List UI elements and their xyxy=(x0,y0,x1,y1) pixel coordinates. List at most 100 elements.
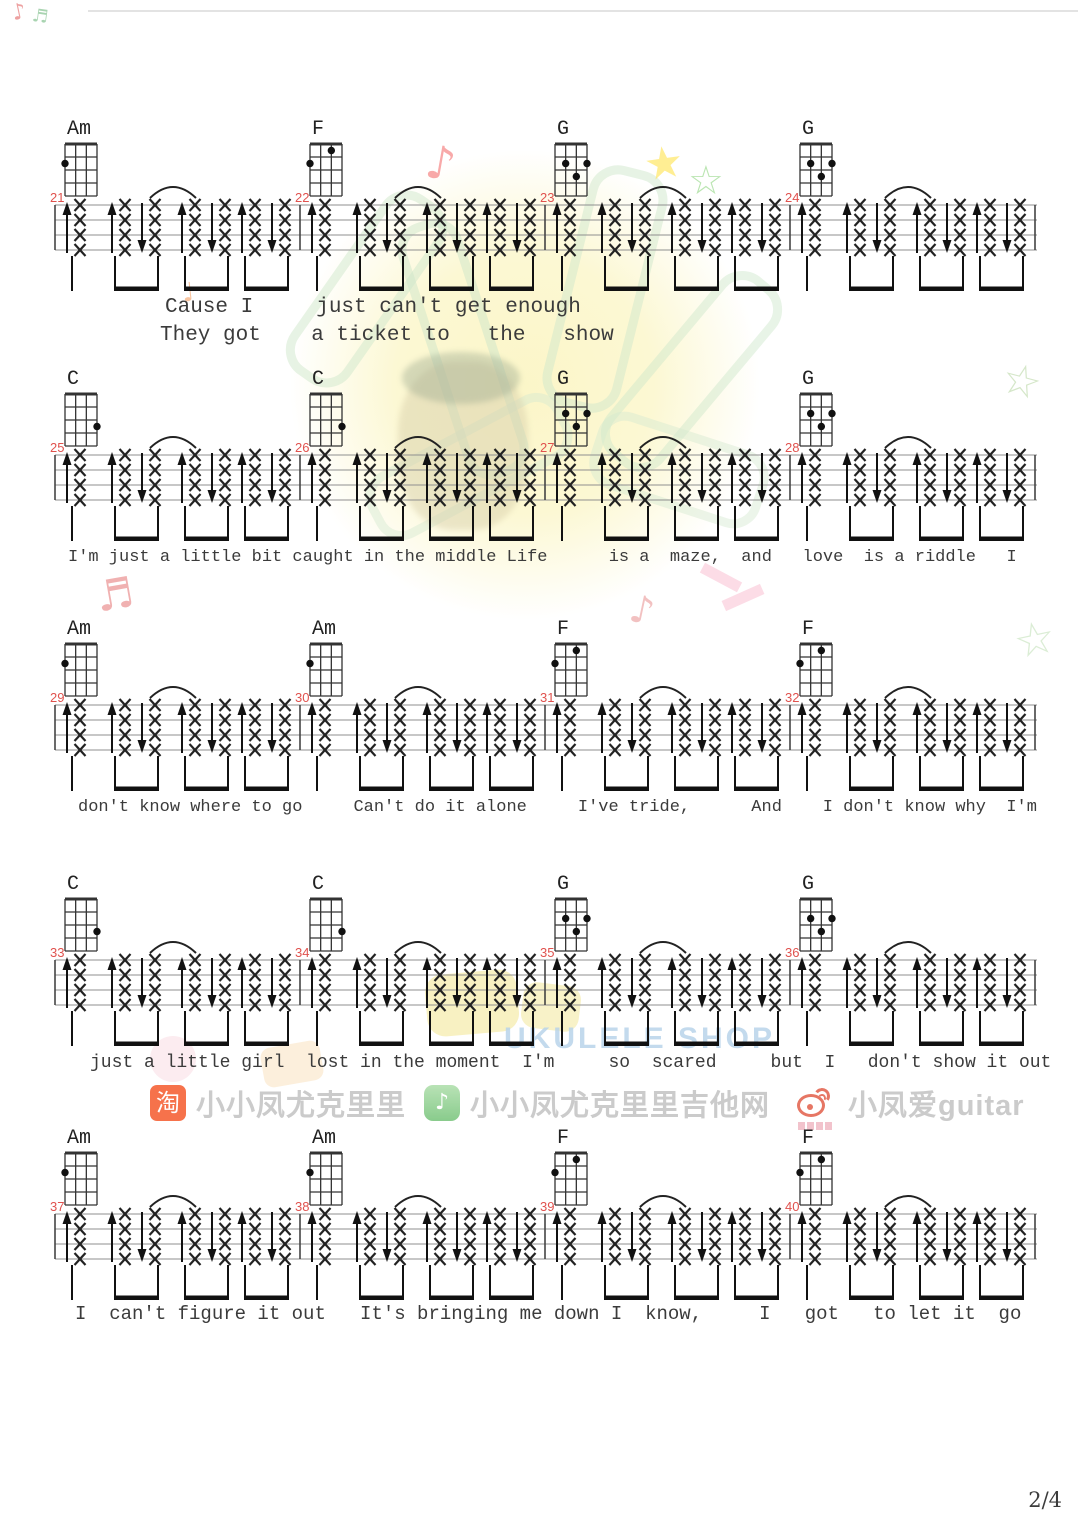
beam xyxy=(244,1041,289,1046)
measure-number: 29 xyxy=(50,690,64,705)
beam xyxy=(359,1041,404,1046)
tie-arc xyxy=(884,941,932,954)
beam xyxy=(359,1295,404,1300)
tie-arc xyxy=(394,436,442,449)
brand-label: 小小凤尤克里里吉他网 xyxy=(470,1090,771,1122)
tie-arc xyxy=(394,186,442,199)
beam xyxy=(979,786,1024,791)
beam xyxy=(734,1041,779,1046)
beam xyxy=(734,286,779,291)
lyrics-line: I'm just a little bit caught in the midd… xyxy=(68,548,1017,567)
tie-arc xyxy=(149,1195,197,1208)
beam xyxy=(489,1295,534,1300)
beam xyxy=(604,536,649,541)
watermark-pink-shape xyxy=(699,562,743,593)
lyrics-line: They got a ticket to the show xyxy=(160,324,614,347)
tie-arc xyxy=(394,686,442,699)
beam xyxy=(674,786,719,791)
beam xyxy=(674,1295,719,1300)
beam xyxy=(734,1295,779,1300)
beam xyxy=(674,1041,719,1046)
beam xyxy=(184,1041,229,1046)
beam xyxy=(244,286,289,291)
chord-label: Am xyxy=(312,1127,336,1150)
beam xyxy=(184,786,229,791)
beam xyxy=(919,786,964,791)
chord-label: G xyxy=(557,118,569,141)
tie-arc xyxy=(394,941,442,954)
chord-label: Am xyxy=(312,618,336,641)
beam xyxy=(114,786,159,791)
measure-number: 40 xyxy=(785,1199,799,1214)
tab-system: 21 Am 22 F 23 G 24 G xyxy=(50,118,1037,291)
beam xyxy=(184,536,229,541)
watermark-note-icon: ♬ xyxy=(92,567,138,622)
chord-label: G xyxy=(802,368,814,391)
tie-arc xyxy=(639,1195,687,1208)
footer-brand-row: 淘 小小凤尤克里里 ♪ 小小凤尤克里里吉他网 小凤爱guitar xyxy=(0,1082,1080,1130)
lyrics-line: I can't figure it out It's bringing me d… xyxy=(75,1303,1022,1325)
weibo-icon xyxy=(796,1085,838,1130)
beam xyxy=(244,1295,289,1300)
measure-number: 33 xyxy=(50,945,64,960)
tie-arc xyxy=(884,186,932,199)
tab-system: 33 C 34 C 35 G 36 G xyxy=(50,873,1037,1046)
beam xyxy=(919,1041,964,1046)
wechat-icon: ♪ xyxy=(424,1085,460,1121)
beam xyxy=(919,286,964,291)
beam xyxy=(604,786,649,791)
beam xyxy=(849,1041,894,1046)
tab-system: 29 Am 30 Am 31 F 32 F xyxy=(50,618,1037,791)
tie-arc xyxy=(639,941,687,954)
measure-number: 30 xyxy=(295,690,309,705)
beam xyxy=(114,1295,159,1300)
measure-number: 37 xyxy=(50,1199,64,1214)
tie-arc xyxy=(884,686,932,699)
chord-label: F xyxy=(557,618,569,641)
lyrics-line: don't know where to go Can't do it alone… xyxy=(78,798,1037,817)
chord-label: Am xyxy=(67,618,91,641)
beam xyxy=(114,536,159,541)
chord-label: F xyxy=(312,118,324,141)
tie-arc xyxy=(639,686,687,699)
beam xyxy=(849,536,894,541)
beam xyxy=(674,286,719,291)
measure-number: 25 xyxy=(50,440,64,455)
lyrics-line: just a little girl lost in the moment I'… xyxy=(90,1053,1052,1073)
beam xyxy=(429,786,474,791)
page-number: 2/4 xyxy=(1028,1488,1062,1512)
measure-number: 32 xyxy=(785,690,799,705)
measure-number: 27 xyxy=(540,440,554,455)
beam xyxy=(734,786,779,791)
chord-label: G xyxy=(557,368,569,391)
measure-number: 21 xyxy=(50,190,64,205)
brand-label: 小小凤尤克里里 xyxy=(196,1090,407,1122)
beam xyxy=(489,786,534,791)
measure-number: 35 xyxy=(540,945,554,960)
beam xyxy=(849,286,894,291)
beam xyxy=(604,1041,649,1046)
brand-weibo: 小凤爱guitar xyxy=(796,1082,1025,1130)
beam xyxy=(429,286,474,291)
beam xyxy=(604,1295,649,1300)
beam xyxy=(919,536,964,541)
beam xyxy=(919,1295,964,1300)
tab-system: 25 C 26 C 27 G 28 G xyxy=(50,368,1037,541)
tie-arc xyxy=(639,436,687,449)
chord-label: F xyxy=(802,1127,814,1150)
measure-number: 39 xyxy=(540,1199,554,1214)
beam xyxy=(429,1041,474,1046)
measure-number: 28 xyxy=(785,440,799,455)
chord-label: G xyxy=(802,873,814,896)
tie-arc xyxy=(394,1195,442,1208)
beam xyxy=(849,786,894,791)
beam xyxy=(734,536,779,541)
brand-taobao: 淘 小小凤尤克里里 xyxy=(150,1082,406,1124)
taobao-icon: 淘 xyxy=(150,1085,186,1121)
measure-number: 38 xyxy=(295,1199,309,1214)
tie-arc xyxy=(149,941,197,954)
beam xyxy=(979,1295,1024,1300)
chord-label: C xyxy=(67,873,79,896)
chord-label: C xyxy=(67,368,79,391)
